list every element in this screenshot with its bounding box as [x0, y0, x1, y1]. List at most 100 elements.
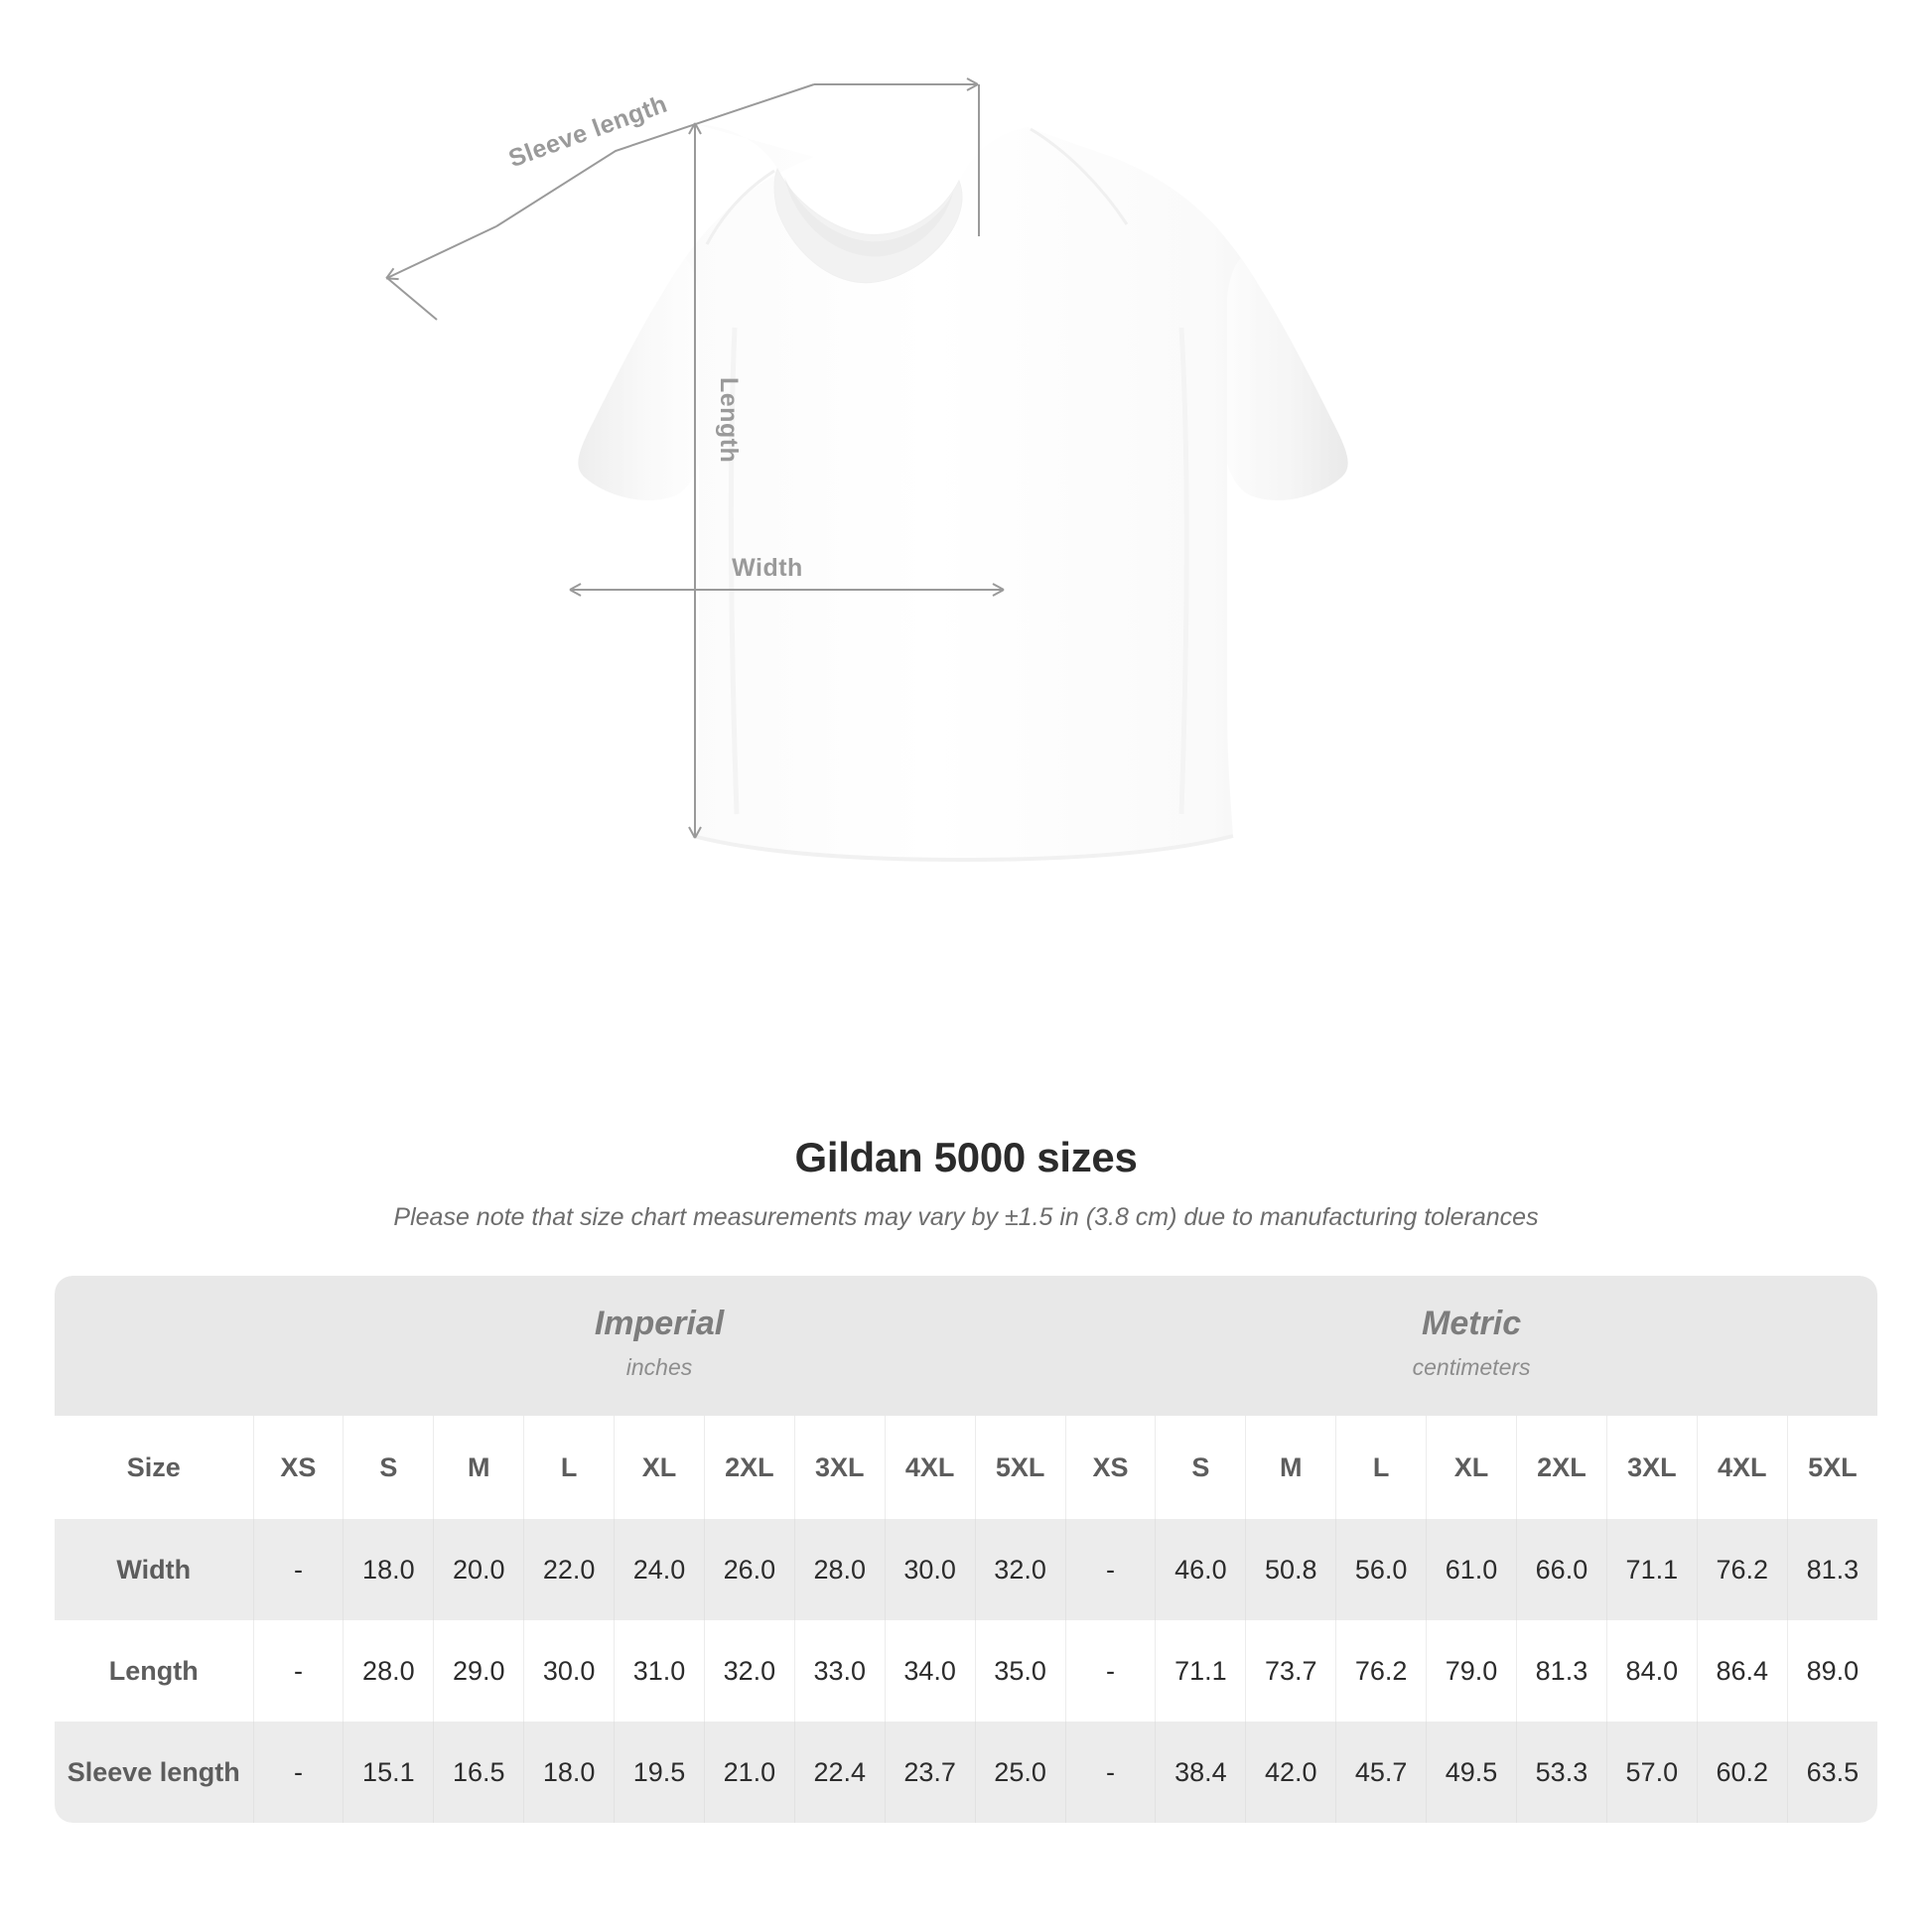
title-block: Gildan 5000 sizes Please note that size …	[0, 1134, 1932, 1232]
size-header-imperial-3xl: 3XL	[793, 1416, 886, 1519]
tshirt-body-shape	[578, 124, 1348, 860]
unit-group-imperial: Imperial inches	[253, 1276, 1066, 1416]
cell-length-metric-xl: 79.0	[1426, 1620, 1517, 1722]
size-header-metric-m: M	[1245, 1416, 1336, 1519]
cell-length-imperial-3xl: 33.0	[793, 1620, 886, 1722]
size-header-metric-l: L	[1335, 1416, 1427, 1519]
tshirt-collar-inner-shadow	[784, 177, 953, 257]
cell-sleeve-metric-2xl: 53.3	[1516, 1722, 1607, 1823]
size-chart-table-container: Imperial inches Metric centimeters Size …	[55, 1276, 1878, 1823]
size-header-metric-2xl: 2XL	[1516, 1416, 1607, 1519]
cell-length-imperial-4xl: 34.0	[884, 1620, 976, 1722]
cell-length-imperial-m: 29.0	[433, 1620, 524, 1722]
tshirt-collar	[773, 167, 963, 284]
cell-sleeve-metric-5xl: 63.5	[1786, 1722, 1878, 1823]
row-label-length: Length	[55, 1620, 253, 1722]
table-row-length: Length - 28.0 29.0 30.0 31.0 32.0 33.0 3…	[55, 1620, 1878, 1722]
tshirt-right-sleeve	[1227, 258, 1348, 500]
cell-width-metric-5xl: 81.3	[1786, 1519, 1878, 1620]
width-label: Width	[732, 554, 803, 582]
cell-sleeve-imperial-2xl: 21.0	[703, 1722, 795, 1823]
size-header-metric-s: S	[1155, 1416, 1246, 1519]
cell-sleeve-metric-s: 38.4	[1155, 1722, 1246, 1823]
table-row-width: Width - 18.0 20.0 22.0 24.0 26.0 28.0 30…	[55, 1519, 1878, 1620]
cell-length-metric-s: 71.1	[1155, 1620, 1246, 1722]
unit-sub-imperial: inches	[625, 1353, 693, 1380]
length-dimension: Length	[688, 122, 743, 839]
cell-width-imperial-5xl: 32.0	[974, 1519, 1066, 1620]
cell-width-metric-2xl: 66.0	[1516, 1519, 1607, 1620]
size-header-imperial-l: L	[523, 1416, 615, 1519]
sleeve-length-label: Sleeve length	[505, 90, 671, 174]
cell-sleeve-imperial-5xl: 25.0	[974, 1722, 1066, 1823]
cell-width-imperial-4xl: 30.0	[884, 1519, 976, 1620]
cell-length-imperial-xs: -	[252, 1620, 344, 1722]
cell-sleeve-metric-xs: -	[1064, 1722, 1156, 1823]
cell-length-metric-2xl: 81.3	[1516, 1620, 1607, 1722]
width-dimension: Width	[569, 554, 1005, 597]
cell-sleeve-imperial-m: 16.5	[433, 1722, 524, 1823]
size-header-imperial-s: S	[343, 1416, 434, 1519]
cell-sleeve-imperial-4xl: 23.7	[884, 1722, 976, 1823]
cell-sleeve-imperial-xs: -	[252, 1722, 344, 1823]
cell-width-imperial-m: 20.0	[433, 1519, 524, 1620]
cell-sleeve-metric-xl: 49.5	[1426, 1722, 1517, 1823]
table-row-sleeve-length: Sleeve length - 15.1 16.5 18.0 19.5 21.0…	[55, 1722, 1878, 1823]
tshirt-left-shoulder-seam	[705, 169, 775, 245]
size-header-imperial-2xl: 2XL	[703, 1416, 795, 1519]
unit-row-corner-cell	[55, 1276, 253, 1416]
size-header-label: Size	[55, 1416, 253, 1519]
cell-length-metric-5xl: 89.0	[1786, 1620, 1878, 1722]
cell-width-metric-xs: -	[1064, 1519, 1156, 1620]
cell-length-imperial-5xl: 35.0	[974, 1620, 1066, 1722]
length-label: Length	[715, 377, 743, 463]
page-title: Gildan 5000 sizes	[794, 1134, 1138, 1180]
cell-sleeve-imperial-l: 18.0	[523, 1722, 615, 1823]
sleeve-length-diagonal	[495, 83, 815, 227]
cell-width-metric-m: 50.8	[1245, 1519, 1336, 1620]
cell-width-imperial-xs: -	[252, 1519, 344, 1620]
cell-sleeve-imperial-xl: 19.5	[614, 1722, 705, 1823]
unit-group-metric: Metric centimeters	[1065, 1276, 1878, 1416]
cell-length-metric-m: 73.7	[1245, 1620, 1336, 1722]
cell-width-metric-4xl: 76.2	[1696, 1519, 1788, 1620]
size-header-metric-xs: XS	[1064, 1416, 1156, 1519]
cell-sleeve-metric-l: 45.7	[1335, 1722, 1427, 1823]
cell-length-metric-4xl: 86.4	[1696, 1620, 1788, 1722]
cell-width-metric-s: 46.0	[1155, 1519, 1246, 1620]
cell-width-imperial-xl: 24.0	[614, 1519, 705, 1620]
garment-diagram: Sleeve length Length Width	[385, 77, 1348, 863]
size-header-imperial-4xl: 4XL	[884, 1416, 976, 1519]
tshirt-hem	[692, 834, 1234, 863]
cell-length-imperial-s: 28.0	[343, 1620, 434, 1722]
garment-diagram-svg: Sleeve length Length Width	[385, 77, 1348, 863]
unit-header-row: Imperial inches Metric centimeters	[55, 1276, 1878, 1416]
cell-sleeve-metric-m: 42.0	[1245, 1722, 1336, 1823]
cell-width-imperial-l: 22.0	[523, 1519, 615, 1620]
tshirt-illustration	[578, 124, 1348, 863]
sleeve-length-arrow-line	[385, 225, 497, 281]
size-header-metric-4xl: 4XL	[1696, 1416, 1788, 1519]
size-chart-table: Imperial inches Metric centimeters Size …	[55, 1276, 1878, 1823]
cell-width-metric-3xl: 71.1	[1605, 1519, 1698, 1620]
cell-width-metric-l: 56.0	[1335, 1519, 1427, 1620]
tshirt-left-sleeve	[578, 258, 699, 500]
size-header-imperial-5xl: 5XL	[974, 1416, 1066, 1519]
page-subtitle: Please note that size chart measurements…	[393, 1203, 1539, 1232]
size-header-imperial-xl: XL	[614, 1416, 705, 1519]
cell-length-imperial-xl: 31.0	[614, 1620, 705, 1722]
tshirt-right-shoulder-seam	[1030, 127, 1129, 225]
sleeve-length-hem-tick	[386, 277, 438, 321]
cell-length-imperial-2xl: 32.0	[703, 1620, 795, 1722]
size-header-metric-3xl: 3XL	[1605, 1416, 1698, 1519]
cell-width-imperial-2xl: 26.0	[703, 1519, 795, 1620]
table-body: Imperial inches Metric centimeters Size …	[55, 1276, 1878, 1823]
cell-sleeve-imperial-s: 15.1	[343, 1722, 434, 1823]
unit-name-imperial: Imperial	[594, 1305, 725, 1343]
cell-sleeve-metric-4xl: 60.2	[1696, 1722, 1788, 1823]
cell-length-metric-3xl: 84.0	[1605, 1620, 1698, 1722]
row-label-sleeve-length: Sleeve length	[55, 1722, 253, 1823]
row-label-width: Width	[55, 1519, 253, 1620]
size-header-row: Size XS S M L XL 2XL 3XL 4XL 5XL XS S M …	[55, 1416, 1878, 1519]
cell-sleeve-metric-3xl: 57.0	[1605, 1722, 1698, 1823]
